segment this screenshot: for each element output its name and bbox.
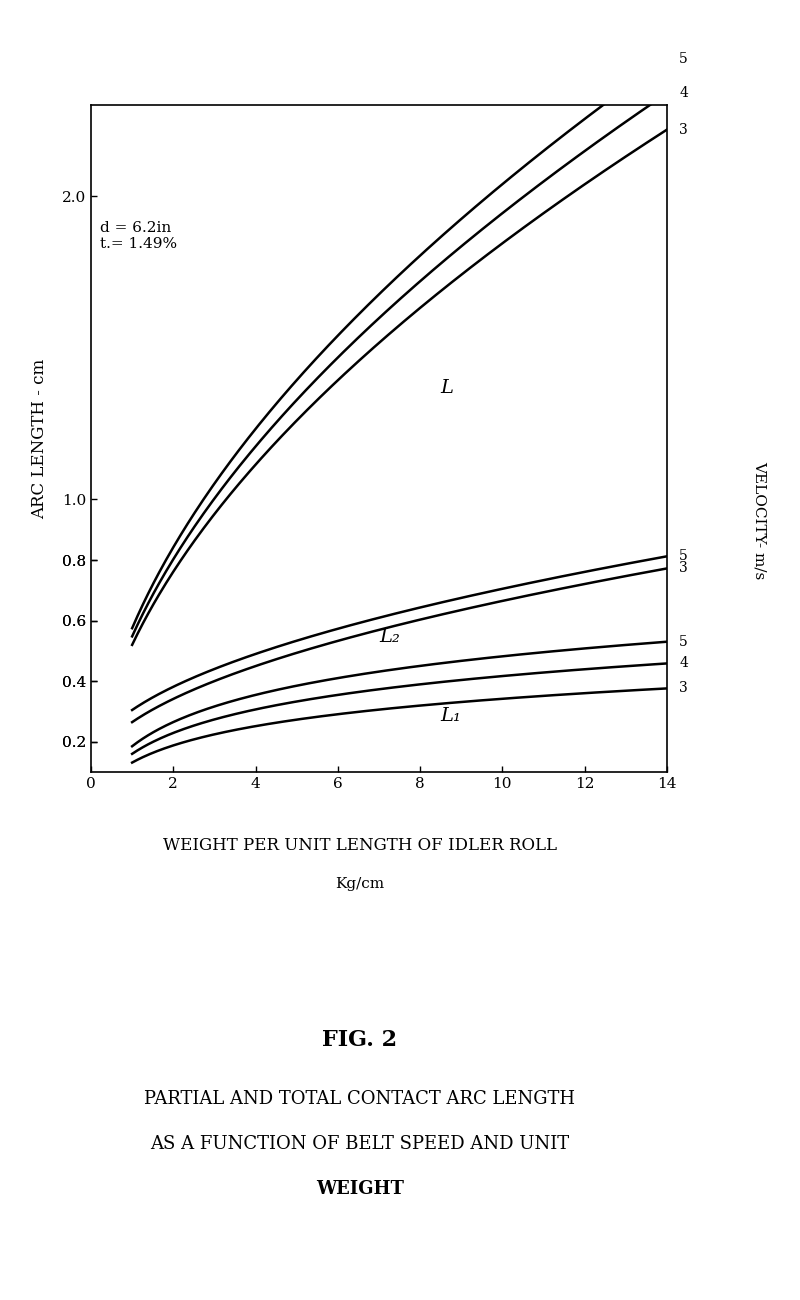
Text: PARTIAL AND TOTAL CONTACT ARC LENGTH: PARTIAL AND TOTAL CONTACT ARC LENGTH: [145, 1089, 575, 1108]
Text: WEIGHT PER UNIT LENGTH OF IDLER ROLL: WEIGHT PER UNIT LENGTH OF IDLER ROLL: [163, 836, 557, 854]
Text: L₂: L₂: [379, 628, 400, 646]
Text: 3: 3: [679, 562, 688, 576]
Text: 3: 3: [679, 681, 688, 696]
Text: L: L: [441, 380, 454, 398]
Text: Kg/cm: Kg/cm: [335, 878, 385, 891]
Text: 4: 4: [679, 87, 688, 100]
Text: AS A FUNCTION OF BELT SPEED AND UNIT: AS A FUNCTION OF BELT SPEED AND UNIT: [150, 1135, 570, 1153]
Text: 3: 3: [679, 122, 688, 136]
Text: 5: 5: [679, 550, 688, 563]
Text: 4: 4: [679, 656, 688, 671]
Text: WEIGHT: WEIGHT: [316, 1180, 404, 1199]
Text: VELOCITY- m/s: VELOCITY- m/s: [753, 462, 767, 578]
Y-axis label: ARC LENGTH - cm: ARC LENGTH - cm: [31, 359, 48, 519]
Text: FIG. 2: FIG. 2: [322, 1030, 398, 1050]
Text: 5: 5: [679, 52, 688, 65]
Text: 5: 5: [679, 634, 688, 649]
Text: L₁: L₁: [441, 707, 462, 724]
Text: d = 6.2in
t.= 1.49%: d = 6.2in t.= 1.49%: [100, 221, 177, 251]
